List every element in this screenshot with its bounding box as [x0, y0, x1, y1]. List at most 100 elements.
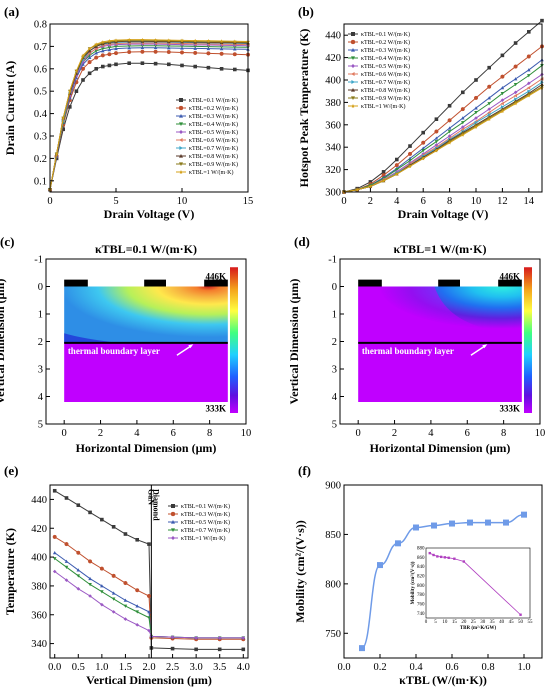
panel-d-x-tick-label: 4: [428, 428, 434, 439]
panel-c-min-label: 333K: [205, 404, 226, 414]
panel-b-data-point: [473, 95, 479, 100]
panel-c-y-tick-label: 5: [38, 420, 43, 431]
panel-b-data-point: [514, 97, 518, 101]
panel-a-data-point: [87, 49, 92, 53]
panel-e-legend-marker: [171, 504, 175, 508]
panel-f-data-point: [449, 520, 455, 527]
panel-d-map-title: κTBL=1 W/(m·K): [394, 242, 487, 256]
panel-b-data-point: [461, 125, 465, 129]
panel-b-data-point: [487, 65, 491, 70]
panel-d-x-axis-title: Horizontal Dimension (μm): [370, 441, 511, 455]
panel-a-data-point: [87, 60, 92, 65]
panel-a-data-point: [107, 39, 112, 43]
panel-b-data-point: [526, 54, 531, 59]
panel-a-x-tick-label: 0: [47, 196, 52, 207]
panel-e-data-point: [76, 550, 81, 555]
panel-d-x-tick-label: 2: [392, 428, 397, 439]
panel-b-legend-marker: [351, 104, 355, 108]
panel-e-data-point: [100, 602, 104, 607]
panel-f-inset-y-title: Mobility (cm²/(V·s)): [410, 561, 416, 604]
panel-d-y-axis-title: Vertical Dimension (μm): [287, 279, 301, 405]
panel-b-data-point: [513, 90, 518, 95]
panel-d-y-tick-label: 5: [332, 420, 337, 431]
panel-e-series-line: [54, 571, 244, 639]
panel-f-data-point: [521, 511, 527, 518]
panel-e-y-tick-label: 440: [31, 495, 47, 506]
panel-b-data-point: [500, 109, 505, 114]
panel-d-electrode: [358, 279, 382, 287]
panel-c-max-label: 446K: [205, 272, 226, 282]
panel-c-annotation-arrow: [176, 345, 192, 356]
panel-f-x-tick-label: 0.2: [373, 662, 386, 673]
panel-c-y-tick-label: 4: [38, 392, 44, 403]
panel-e-data-point: [217, 636, 222, 640]
panel-a-legend-marker: [179, 162, 183, 166]
panel-b-legend-label: κTBL=0.2 W/(m·K): [361, 39, 410, 46]
panel-a-data-point: [219, 39, 224, 43]
panel-f-x-tick-label: 0.6: [445, 662, 458, 673]
panel-f-y-axis-title: Mobility (cm²/(V·s)): [293, 520, 307, 623]
panel-e-data-point: [147, 616, 151, 620]
panel-a-data-point: [166, 49, 171, 55]
panel-b-data-point: [513, 77, 518, 81]
panel-e-x-tick-label: 1.0: [95, 662, 108, 673]
panel-e-data-point: [64, 559, 69, 563]
panel-b-data-point: [527, 68, 531, 72]
panel-e-panel-label: (e): [4, 463, 18, 478]
panel-b-panel-label: (b): [298, 4, 314, 19]
panel-a-data-point: [233, 43, 237, 48]
panel-a-legend-label: κTBL=1 W/(m·K): [189, 169, 233, 176]
panel-b-legend-marker: [351, 80, 355, 84]
panel-a-data-point: [140, 37, 145, 42]
panel-a-data-point: [114, 44, 118, 49]
panel-b-data-point: [395, 157, 399, 162]
panel-c-diamond-region: [64, 342, 228, 402]
panel-a-data-point: [107, 63, 112, 68]
panel-b-data-point: [527, 81, 531, 86]
panel-f-x-tick-label: 0.8: [481, 662, 494, 673]
panel-e-data-point: [123, 604, 128, 608]
panel-f-inset-y-tick-label: 840: [417, 565, 425, 570]
panel-f-inset-x-tick-label: 45: [509, 620, 515, 625]
panel-b-data-point: [500, 101, 504, 106]
panel-a-data-point: [68, 89, 72, 93]
panel-c-y-tick-label: 0: [38, 282, 43, 293]
panel-e-data-point: [135, 623, 140, 627]
panel-b-series-line: [343, 65, 543, 193]
panel-b-data-point: [500, 74, 505, 79]
panel-a-data-point: [81, 78, 85, 82]
panel-b-x-tick-label: 8: [447, 196, 452, 207]
panel-e-data-point: [135, 537, 140, 542]
panel-f-inset-x-title: TBR (m²·K/GW): [460, 625, 497, 631]
panel-a-data-point: [127, 49, 132, 55]
panel-f-inset-y-tick-label: 740: [417, 612, 425, 617]
panel-b-data-point: [513, 101, 518, 106]
panel-e-data-point: [217, 647, 222, 652]
panel-c-gan-cool-corner: [64, 333, 119, 343]
panel-a-plot-frame: [49, 23, 249, 193]
panel-d-electrode: [438, 279, 460, 287]
panel-b-data-point: [474, 125, 478, 129]
panel-a-data-point: [153, 38, 158, 42]
panel-e-x-tick-label: 3.0: [190, 662, 203, 673]
panel-e-legend-label: κTBL=1 W/(m·K): [181, 535, 225, 542]
panel-b-legend-marker: [351, 88, 355, 92]
panel-b-x-tick-label: 4: [394, 196, 400, 207]
panel-c-map-title: κTBL=0.1 W/(m·K): [95, 242, 197, 256]
panel-e-y-axis-title: Temperature (K): [3, 528, 17, 615]
panel-a-y-tick-label: 0.3: [34, 132, 47, 143]
panel-a-data-point: [68, 105, 72, 109]
panel-b-data-point: [355, 187, 359, 192]
panel-b-y-tick-label: 380: [325, 98, 341, 109]
panel-e-legend-marker: [171, 536, 175, 540]
panel-e-region-label-gan: GaN: [146, 489, 155, 505]
panel-f-inset-point: [519, 613, 522, 616]
panel-b-data-point: [513, 41, 518, 45]
panel-a-data-point: [206, 65, 211, 70]
panel-e-data-point: [76, 503, 81, 507]
panel-b-data-point: [421, 140, 426, 145]
panel-e-data-point: [194, 636, 198, 640]
panel-b-data-point: [500, 92, 505, 96]
panel-f-series-line: [361, 513, 525, 649]
